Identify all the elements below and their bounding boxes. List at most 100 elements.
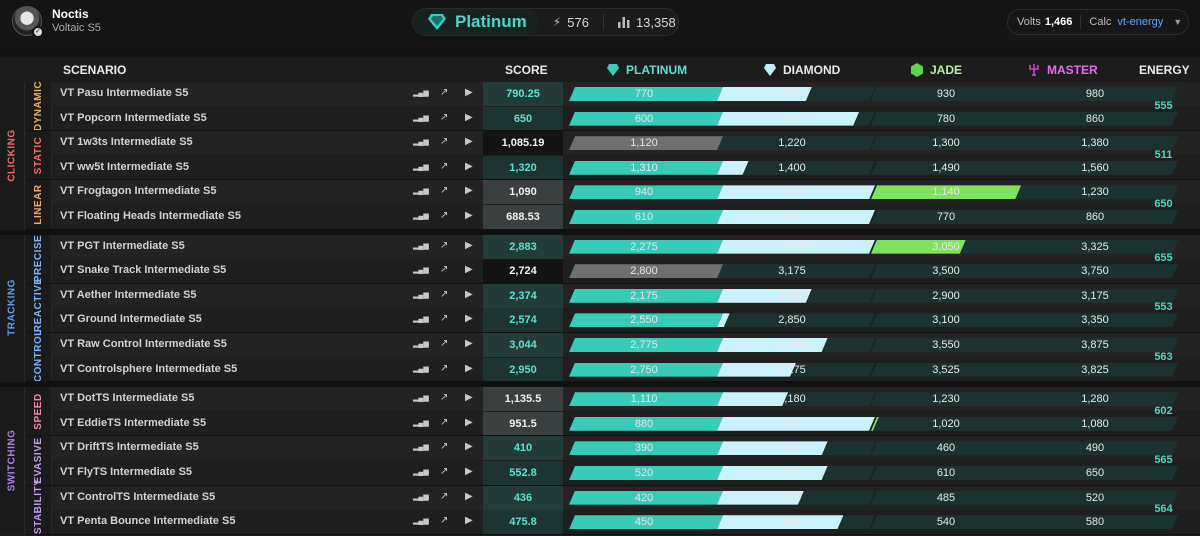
signal-icon[interactable]: ▂▄▆	[413, 242, 429, 250]
play-icon[interactable]: ▶	[465, 288, 473, 300]
trend-icon[interactable]: ↗	[440, 136, 449, 148]
scenario-name[interactable]: VT DriftTS Intermediate S5	[60, 441, 199, 454]
table-row: VT Controlsphere Intermediate S5 ▂▄▆ ↗ ▶ 2,9…	[53, 357, 1200, 382]
tier-track	[1020, 210, 1178, 224]
tier-track	[717, 161, 875, 175]
play-icon[interactable]: ▶	[465, 239, 473, 251]
trend-icon[interactable]: ↗	[440, 338, 449, 349]
trend-icon[interactable]: ↗	[440, 185, 449, 197]
play-icon[interactable]: ▶	[465, 416, 473, 428]
scenario-name[interactable]: VT ww5t Intermediate S5	[60, 160, 189, 173]
scenario-name[interactable]: VT DotTS Intermediate S5	[60, 392, 195, 405]
scenario-name[interactable]: VT Snake Track Intermediate S5	[60, 264, 227, 277]
scenario-name[interactable]: VT Frogtagon Intermediate S5	[60, 185, 217, 198]
play-icon[interactable]: ▶	[465, 392, 473, 404]
play-icon[interactable]: ▶	[465, 136, 473, 148]
play-icon[interactable]: ▶	[465, 338, 473, 349]
scenario-name[interactable]: VT 1w3ts Intermediate S5	[60, 136, 193, 149]
category-divider	[0, 229, 1200, 235]
tier-fill-diamond	[717, 441, 828, 455]
tier-track	[871, 87, 1029, 101]
signal-icon[interactable]: ▂▄▆	[413, 291, 429, 299]
signal-icon[interactable]: ▂▄▆	[413, 188, 429, 196]
scenario-name[interactable]: VT Pasu Intermediate S5	[60, 87, 189, 99]
table-row: VT Penta Bounce Intermediate S5 ▂▄▆ ↗ ▶ 475.…	[53, 510, 1200, 535]
scenario-name[interactable]: VT FlyTS Intermediate S5	[60, 466, 193, 478]
scenario-name[interactable]: VT Popcorn Intermediate S5	[60, 111, 207, 124]
scenario-name[interactable]: VT Raw Control Intermediate S5	[60, 338, 227, 350]
scenario-name[interactable]: VT Ground Intermediate S5	[60, 313, 202, 326]
tier-threshold-diamond: 1,180	[778, 393, 806, 406]
tier-threshold-diamond: 570	[782, 467, 802, 479]
trend-icon[interactable]: ↗	[440, 87, 449, 98]
scenario-name[interactable]: VT Aether Intermediate S5	[60, 288, 197, 301]
play-icon[interactable]: ▶	[465, 111, 473, 123]
signal-icon[interactable]: ▂▄▆	[413, 469, 429, 476]
scenario-name[interactable]: VT Penta Bounce Intermediate S5	[60, 515, 236, 528]
play-icon[interactable]: ▶	[465, 313, 473, 325]
trend-icon[interactable]: ↗	[440, 392, 449, 404]
trend-icon[interactable]: ↗	[440, 210, 449, 221]
signal-icon[interactable]: ▂▄▆	[413, 90, 429, 97]
signal-icon[interactable]: ▂▄▆	[413, 493, 429, 501]
trend-icon[interactable]: ↗	[440, 288, 449, 300]
signal-icon[interactable]: ▂▄▆	[413, 213, 429, 220]
tier-threshold-jade: 540	[936, 516, 956, 529]
play-icon[interactable]: ▶	[465, 87, 473, 98]
tier-track	[1020, 87, 1178, 101]
signal-icon[interactable]: ▂▄▆	[413, 395, 429, 403]
tier-fill-platinum	[569, 264, 727, 278]
play-icon[interactable]: ▶	[465, 490, 473, 502]
scenario-name[interactable]: VT ControlTS Intermediate S5	[60, 490, 216, 503]
trend-icon[interactable]: ↗	[440, 515, 449, 527]
scenario-name[interactable]: VT PGT Intermediate S5	[60, 239, 185, 252]
play-icon[interactable]: ▶	[465, 264, 473, 276]
volts-calc-selector[interactable]: Volts 1,466 Calc vt-energy ▼	[1007, 9, 1189, 35]
play-icon[interactable]: ▶	[465, 466, 473, 477]
subcategory-precise: PRECISE	[26, 234, 52, 284]
row-actions: ▂▄▆ ↗ ▶	[413, 491, 483, 505]
signal-icon[interactable]: ▂▄▆	[413, 163, 429, 171]
signal-icon[interactable]: ▂▄▆	[413, 444, 429, 452]
signal-icon[interactable]: ▂▄▆	[413, 518, 429, 526]
trend-icon[interactable]: ↗	[440, 313, 449, 325]
trend-icon[interactable]: ↗	[440, 239, 449, 251]
tier-track	[1020, 264, 1178, 278]
tier-fill-platinum	[569, 112, 727, 126]
volts-value: 1,466	[1044, 16, 1073, 28]
row-actions: ▂▄▆ ↗ ▶	[413, 338, 483, 352]
trend-icon[interactable]: ↗	[440, 416, 449, 428]
play-icon[interactable]: ▶	[465, 210, 473, 221]
play-icon[interactable]: ▶	[465, 185, 473, 197]
trend-icon[interactable]: ↗	[440, 441, 449, 453]
play-icon[interactable]: ▶	[465, 441, 473, 453]
table-row: VT PGT Intermediate S5 ▂▄▆ ↗ ▶ 2,883 2,275 2,6…	[53, 234, 1200, 259]
trend-icon[interactable]: ↗	[440, 490, 449, 502]
score-value: 688.53	[483, 205, 563, 229]
tier-track	[1020, 338, 1178, 352]
signal-icon[interactable]: ▂▄▆	[413, 365, 429, 373]
signal-icon[interactable]: ▂▄▆	[413, 419, 429, 427]
trend-icon[interactable]: ↗	[440, 264, 449, 276]
subcategory-reactive: REACTIVE	[26, 278, 52, 333]
play-icon[interactable]: ▶	[465, 362, 473, 374]
tier-fill-diamond	[717, 161, 749, 175]
signal-icon[interactable]: ▂▄▆	[413, 267, 429, 275]
trend-icon[interactable]: ↗	[440, 160, 449, 172]
scenario-name[interactable]: VT EddieTS Intermediate S5	[60, 416, 207, 429]
play-icon[interactable]: ▶	[465, 160, 473, 172]
trend-icon[interactable]: ↗	[440, 466, 449, 477]
trend-icon[interactable]: ↗	[440, 111, 449, 123]
play-icon[interactable]: ▶	[465, 515, 473, 527]
signal-icon[interactable]: ▂▄▆	[413, 139, 429, 147]
scenario-name[interactable]: VT Controlsphere Intermediate S5	[60, 362, 238, 375]
signal-icon[interactable]: ▂▄▆	[413, 341, 429, 348]
signal-icon[interactable]: ▂▄▆	[413, 316, 429, 324]
table-row: VT Frogtagon Intermediate S5 ▂▄▆ ↗ ▶ 1,090 94…	[53, 180, 1200, 205]
trend-icon[interactable]: ↗	[440, 362, 449, 374]
row-actions: ▂▄▆ ↗ ▶	[413, 161, 483, 175]
signal-icon[interactable]: ▂▄▆	[413, 114, 429, 122]
scenario-name[interactable]: VT Floating Heads Intermediate S5	[60, 210, 241, 222]
profile[interactable]: ✓ Noctis Voltaic S5	[12, 6, 101, 38]
tier-track	[1020, 289, 1178, 303]
